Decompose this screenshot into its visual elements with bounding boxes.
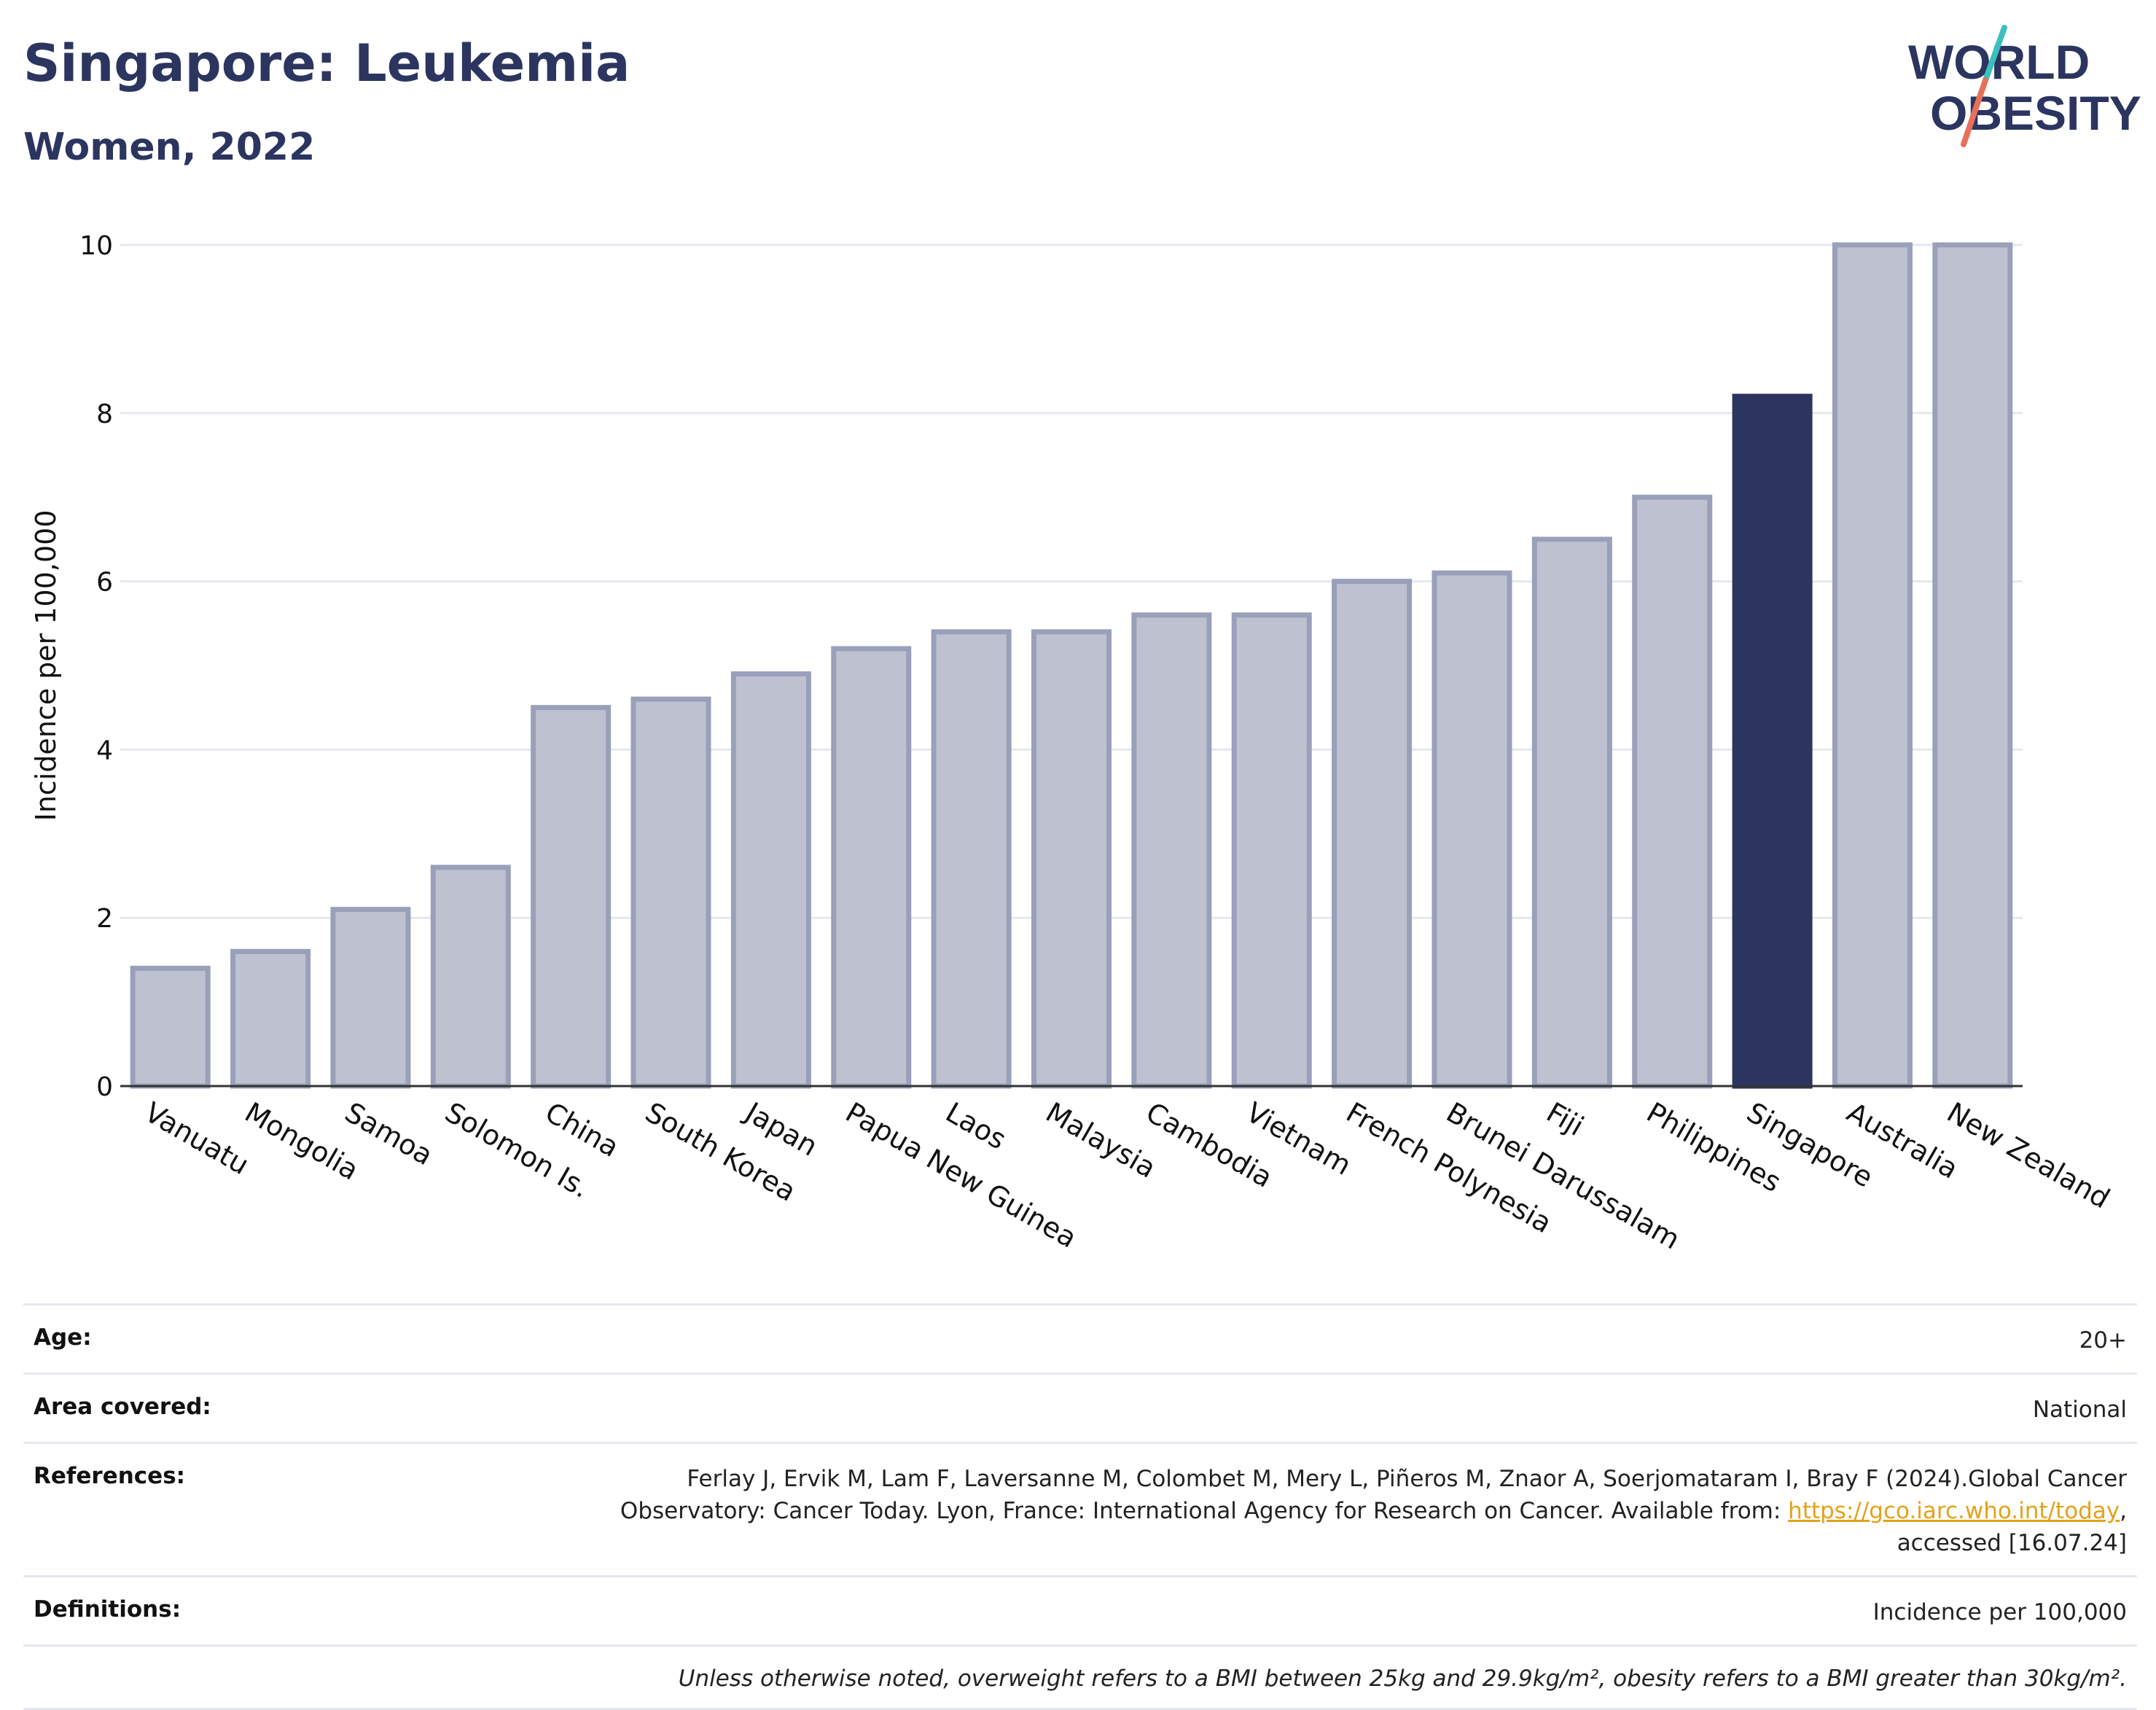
bmi-note: Unless otherwise noted, overweight refer… [678, 1666, 2127, 1692]
meta-row-definitions: Definitions: Incidence per 100,000 [23, 1575, 2137, 1644]
meta-row-references: References: Ferlay J, Ervik M, Lam F, La… [23, 1442, 2137, 1575]
bars-layer [130, 242, 2013, 1089]
bar-fiji [1531, 536, 1612, 1089]
meta-row-age: Age: 20+ [23, 1303, 2137, 1373]
references-label: References: [34, 1463, 186, 1489]
age-value: 20+ [2079, 1327, 2127, 1354]
bar-south-korea [630, 696, 711, 1089]
references-line2: Observatory: Cancer Today. Lyon, France:… [620, 1498, 1789, 1524]
logo-slash-teal [1983, 25, 2007, 83]
bar-japan [730, 671, 811, 1089]
bar-australia [1832, 242, 1913, 1089]
area-label: Area covered: [34, 1394, 211, 1420]
bar-philippines [1632, 494, 1713, 1089]
bar-brunei-darussalam [1432, 570, 1512, 1089]
area-value: National [2032, 1397, 2127, 1423]
x-tick-label: Malaysia [1041, 1096, 1162, 1184]
page-title: Singapore: Leukemia [23, 34, 630, 93]
y-tick-label: 6 [96, 568, 113, 598]
meta-row-area: Area covered: National [23, 1373, 2137, 1442]
age-label: Age: [34, 1324, 92, 1351]
y-tick-labels: 0 2 4 6 8 10 [79, 231, 113, 1102]
y-tick-label: 2 [96, 904, 113, 934]
bar-french-polynesia [1332, 579, 1413, 1089]
bar-vietnam [1231, 612, 1312, 1089]
bar-solomon-is [430, 864, 511, 1089]
y-tick-label: 0 [96, 1072, 113, 1102]
bar-malaysia [1031, 629, 1112, 1089]
world-obesity-logo: WORLD OBESITY [1908, 25, 2141, 147]
bar-cambodia [1131, 612, 1212, 1089]
references-line1: Ferlay J, Ervik M, Lam F, Laversanne M, … [687, 1466, 2127, 1492]
definitions-label: Definitions: [34, 1596, 181, 1623]
x-tick-label: Mongolia [240, 1096, 364, 1187]
bar-new-zealand [1932, 242, 2013, 1089]
bar-china [531, 705, 612, 1089]
meta-row-note: Unless otherwise noted, overweight refer… [23, 1644, 2137, 1710]
x-tick-label: New Zealand [1942, 1096, 2115, 1215]
bar-vanuatu [130, 965, 211, 1089]
y-tick-label: 8 [96, 399, 113, 429]
bar-singapore [1732, 394, 1813, 1089]
page-subtitle: Women, 2022 [23, 125, 316, 169]
logo-slash-coral [1961, 77, 1988, 147]
bar-samoa [330, 907, 411, 1089]
x-tick-label: Vanuatu [139, 1096, 254, 1181]
bar-mongolia [230, 948, 311, 1089]
bar-laos [931, 629, 1012, 1089]
y-tick-label: 10 [79, 231, 113, 261]
metadata-table: Age: 20+ Area covered: National Referenc… [23, 1303, 2137, 1710]
y-tick-label: 4 [96, 735, 113, 765]
references-value: Ferlay J, Ervik M, Lam F, Laversanne M, … [620, 1463, 2127, 1559]
references-line2-post: , [2120, 1498, 2127, 1524]
y-axis-label: Incidence per 100,000 [30, 510, 62, 821]
definitions-value: Incidence per 100,000 [1872, 1599, 2127, 1625]
references-link[interactable]: https://gco.iarc.who.int/today [1788, 1498, 2120, 1524]
references-line3: accessed [16.07.24] [1897, 1530, 2127, 1556]
x-tick-label: Laos [940, 1096, 1012, 1156]
bar-papua-new-guinea [831, 646, 912, 1089]
x-tick-label: Fiji [1541, 1096, 1589, 1142]
